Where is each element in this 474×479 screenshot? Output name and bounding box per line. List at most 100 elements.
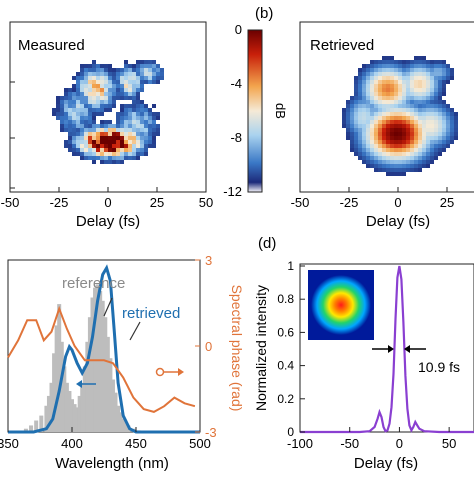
xtick-label: 0 (396, 436, 403, 451)
heatmap-cell (124, 136, 128, 140)
heatmap-cell (120, 144, 124, 148)
heatmap-cell (390, 92, 394, 96)
heatmap-cell (64, 128, 68, 132)
heatmap-cell (92, 60, 96, 64)
heatmap-cell (148, 136, 152, 140)
heatmap-cell (418, 144, 422, 148)
heatmap-cell (132, 84, 136, 88)
heatmap-cell (430, 160, 434, 164)
heatmap-cell (370, 92, 374, 96)
heatmap-cell (446, 64, 450, 68)
heatmap-cell (350, 100, 354, 104)
heatmap-cell (354, 152, 358, 156)
heatmap-cell (414, 164, 418, 168)
heatmap-cell (442, 128, 446, 132)
heatmap-cell (156, 80, 160, 84)
heatmap-cell (390, 156, 394, 160)
heatmap-cell (84, 80, 88, 84)
heatmap-cell (418, 100, 422, 104)
heatmap-cell (390, 168, 394, 172)
heatmap-cell (370, 96, 374, 100)
heatmap-cell (394, 156, 398, 160)
heatmap-cell (350, 116, 354, 120)
heatmap-cell (72, 96, 76, 100)
heatmap-cell (374, 136, 378, 140)
heatmap-cell (422, 72, 426, 76)
heatmap-cell (366, 88, 370, 92)
heatmap-cell (422, 124, 426, 128)
heatmap-cell (430, 148, 434, 152)
heatmap-cell (386, 116, 390, 120)
heatmap-cell (410, 84, 414, 88)
heatmap-cell (378, 140, 382, 144)
heatmap-cell (96, 96, 100, 100)
heatmap-cell (414, 108, 418, 112)
heatmap-cell (140, 108, 144, 112)
heatmap-cell (366, 84, 370, 88)
heatmap-cell (68, 120, 72, 124)
heatmap-cell (124, 140, 128, 144)
heatmap-cell (370, 76, 374, 80)
heatmap-cell (426, 152, 430, 156)
xtick-label: 25 (440, 195, 454, 210)
heatmap-cell (124, 80, 128, 84)
heatmap-cell (88, 84, 92, 88)
heatmap-cell (132, 116, 136, 120)
heatmap-cell (414, 88, 418, 92)
heatmap-cell (410, 60, 414, 64)
heatmap-cell (64, 96, 68, 100)
heatmap-cell (454, 136, 458, 140)
phase-arrow-head (178, 368, 184, 376)
heatmap-cell (80, 84, 84, 88)
heatmap-cell (418, 104, 422, 108)
heatmap-cell (422, 64, 426, 68)
heatmap-cell (446, 72, 450, 76)
heatmap-cell (92, 152, 96, 156)
heatmap-cell (128, 76, 132, 80)
heatmap-cell (362, 152, 366, 156)
heatmap-cell (430, 64, 434, 68)
heatmap-cell (362, 80, 366, 84)
heatmap-cell (386, 60, 390, 64)
heatmap-cell (128, 144, 132, 148)
heatmap-cell (378, 120, 382, 124)
heatmap-cell (366, 124, 370, 128)
heatmap-cell (418, 56, 422, 60)
heatmap-cell (362, 112, 366, 116)
heatmap-cell (394, 60, 398, 64)
heatmap-cell (100, 120, 104, 124)
heatmap-cell (402, 104, 406, 108)
reference-bar (57, 304, 62, 432)
heatmap-cell (104, 148, 108, 152)
heatmap-cell (88, 92, 92, 96)
heatmap-cell (370, 120, 374, 124)
reference-bar (54, 325, 59, 432)
heatmap-cell (96, 100, 100, 104)
heatmap-cell (112, 148, 116, 152)
heatmap-cell (132, 88, 136, 92)
heatmap-cell (406, 68, 410, 72)
heatmap-cell (402, 172, 406, 176)
heatmap-cell (374, 120, 378, 124)
heatmap-cell (406, 148, 410, 152)
heatmap-cell (76, 136, 80, 140)
heatmap-cell (402, 92, 406, 96)
heatmap-cell (426, 116, 430, 120)
heatmap-cell (72, 124, 76, 128)
heatmap-cell (426, 120, 430, 124)
heatmap-cell (442, 100, 446, 104)
heatmap-cell (434, 100, 438, 104)
heatmap-cell (350, 108, 354, 112)
heatmap-cell (374, 148, 378, 152)
heatmap-cell (398, 60, 402, 64)
heatmap-cell (136, 72, 140, 76)
heatmap-cell (88, 132, 92, 136)
heatmap-cell (56, 112, 60, 116)
heatmap-cell (350, 136, 354, 140)
heatmap-cell (422, 152, 426, 156)
heatmap-cell (378, 164, 382, 168)
heatmap-cell (358, 132, 362, 136)
heatmap-cell (144, 152, 148, 156)
heatmap-cell (386, 104, 390, 108)
heatmap-cell (72, 92, 76, 96)
